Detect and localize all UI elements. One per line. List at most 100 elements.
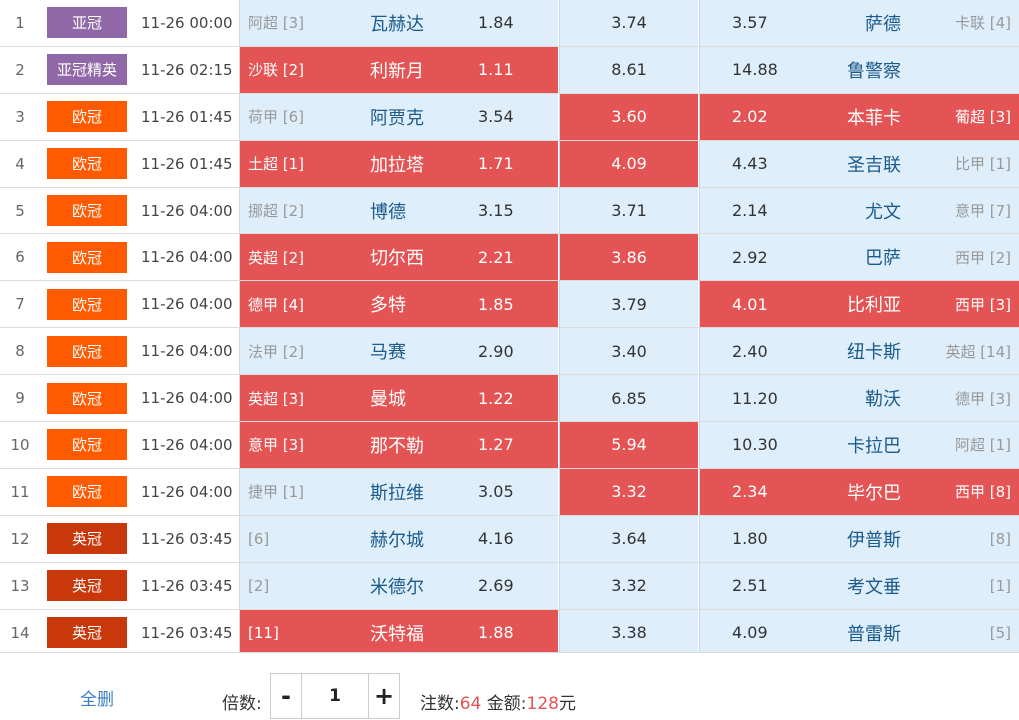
home-rank: 捷甲 [1] [248, 483, 305, 502]
league-badge[interactable]: 欧冠 [47, 382, 127, 414]
draw-option[interactable]: 3.60 [559, 93, 698, 140]
league-badge[interactable]: 欧冠 [47, 241, 127, 273]
league-cell: 欧冠 [46, 469, 128, 515]
plus-button[interactable]: + [373, 682, 395, 710]
draw-option[interactable]: 3.38 [559, 609, 698, 656]
draw-odds: 5.94 [611, 435, 647, 455]
home-odds: 3.54 [478, 107, 514, 127]
league-badge[interactable]: 欧冠 [47, 335, 127, 367]
match-row: 13 英冠 11-26 03:45 [2] 米德尔 2.69 3.32 2.51 考文垂 [1] [0, 562, 1019, 610]
league-badge[interactable]: 欧冠 [47, 429, 127, 461]
away-win-option[interactable]: 14.88 鲁警察 [699, 46, 1019, 93]
home-odds: 2.90 [478, 341, 514, 361]
draw-option[interactable]: 5.94 [559, 422, 698, 468]
home-rank: [2] [248, 576, 270, 595]
home-team: 博德 [370, 201, 406, 223]
home-team: 阿贾克 [370, 107, 424, 129]
away-rank: 卡联 [4] [954, 14, 1011, 33]
home-win-option[interactable]: 英超 [3] 曼城 1.22 [239, 375, 558, 422]
draw-option[interactable]: 3.64 [559, 515, 698, 562]
away-odds: 14.88 [732, 60, 778, 80]
home-odds: 2.69 [478, 576, 514, 596]
league-cell: 英冠 [46, 516, 128, 562]
draw-option[interactable]: 3.86 [559, 234, 698, 281]
away-win-option[interactable]: 2.40 纽卡斯 英超 [14] [699, 328, 1019, 375]
home-win-option[interactable]: 德甲 [4] 多特 1.85 [239, 281, 558, 328]
draw-option[interactable]: 3.32 [559, 562, 698, 609]
home-win-option[interactable]: 阿超 [3] 瓦赫达 1.84 [239, 0, 558, 46]
away-win-option[interactable]: 2.92 巴萨 西甲 [2] [699, 234, 1019, 281]
league-badge[interactable]: 欧冠 [47, 148, 127, 180]
league-badge[interactable]: 欧冠 [47, 101, 127, 133]
away-odds: 4.09 [732, 623, 768, 643]
home-team: 米德尔 [370, 576, 424, 598]
away-win-option[interactable]: 2.02 本菲卡 葡超 [3] [699, 93, 1019, 140]
home-win-option[interactable]: [6] 赫尔城 4.16 [239, 515, 558, 562]
draw-option[interactable]: 3.71 [559, 187, 698, 234]
draw-option[interactable]: 3.32 [559, 468, 698, 515]
league-badge[interactable]: 欧冠 [47, 195, 127, 226]
league-badge[interactable]: 英冠 [47, 617, 127, 649]
away-team: 鲁警察 [847, 60, 901, 82]
away-win-option[interactable]: 3.57 萨德 卡联 [4] [699, 0, 1019, 46]
home-rank: 土超 [1] [248, 155, 305, 174]
bets-count: 64 [459, 694, 482, 714]
match-row: 11 欧冠 11-26 04:00 捷甲 [1] 斯拉维 3.05 3.32 2.34 毕尔巴 西… [0, 468, 1019, 516]
home-win-option[interactable]: 荷甲 [6] 阿贾克 3.54 [239, 93, 558, 140]
home-win-option[interactable]: 法甲 [2] 马赛 2.90 [239, 328, 558, 375]
home-win-option[interactable]: 捷甲 [1] 斯拉维 3.05 [239, 468, 558, 515]
home-win-option[interactable]: 意甲 [3] 那不勒 1.27 [239, 422, 558, 468]
away-win-option[interactable]: 4.01 比利亚 西甲 [3] [699, 281, 1019, 328]
away-win-option[interactable]: 2.14 尤文 意甲 [7] [699, 187, 1019, 234]
row-number: 2 [15, 60, 25, 79]
home-win-option[interactable]: 挪超 [2] 博德 3.15 [239, 187, 558, 234]
home-odds: 1.84 [478, 13, 514, 33]
home-team: 多特 [370, 295, 406, 317]
home-rank: 英超 [2] [248, 248, 305, 267]
draw-option[interactable]: 8.61 [559, 46, 698, 93]
match-row: 2 亚冠精英 11-26 02:15 沙联 [2] 利新月 1.11 8.61 14.88 鲁警… [0, 46, 1019, 94]
away-win-option[interactable]: 4.43 圣吉联 比甲 [1] [699, 140, 1019, 187]
minus-button[interactable]: - [281, 682, 291, 710]
home-win-option[interactable]: [11] 沃特福 1.88 [239, 609, 558, 656]
draw-odds: 3.79 [611, 294, 647, 314]
league-badge[interactable]: 亚冠精英 [47, 54, 127, 86]
draw-option[interactable]: 4.09 [559, 140, 698, 187]
home-win-option[interactable]: 沙联 [2] 利新月 1.11 [239, 46, 558, 93]
draw-option[interactable]: 6.85 [559, 375, 698, 422]
league-badge[interactable]: 欧冠 [47, 288, 127, 320]
clear-all-link[interactable]: 全删 [80, 690, 114, 710]
row-number: 6 [15, 248, 25, 267]
home-win-option[interactable]: 英超 [2] 切尔西 2.21 [239, 234, 558, 281]
match-time: 11-26 03:45 [141, 576, 233, 595]
league-cell: 欧冠 [46, 94, 128, 140]
draw-option[interactable]: 3.79 [559, 281, 698, 328]
draw-option[interactable]: 3.40 [559, 328, 698, 375]
draw-odds: 8.61 [611, 60, 647, 80]
league-badge[interactable]: 英冠 [47, 523, 127, 555]
league-badge[interactable]: 英冠 [47, 570, 127, 602]
multiplier-label: 倍数: [222, 694, 262, 714]
league-badge[interactable]: 欧冠 [47, 476, 127, 508]
row-number: 14 [10, 623, 30, 642]
multiplier-input[interactable]: 1 [301, 674, 369, 718]
away-win-option[interactable]: 2.51 考文垂 [1] [699, 562, 1019, 609]
away-win-option[interactable]: 1.80 伊普斯 [8] [699, 515, 1019, 562]
home-win-option[interactable]: 土超 [1] 加拉塔 1.71 [239, 140, 558, 187]
home-rank: 德甲 [4] [248, 295, 305, 314]
away-rank: [5] [989, 623, 1011, 642]
home-rank: [6] [248, 529, 270, 548]
home-team: 曼城 [370, 389, 406, 411]
draw-option[interactable]: 3.74 [559, 0, 698, 46]
league-badge[interactable]: 亚冠 [47, 7, 127, 39]
away-win-option[interactable]: 11.20 勒沃 德甲 [3] [699, 375, 1019, 422]
league-cell: 英冠 [46, 563, 128, 609]
away-rank: 西甲 [2] [954, 248, 1011, 267]
away-win-option[interactable]: 4.09 普雷斯 [5] [699, 609, 1019, 656]
multiplier-stepper: - 1 + [270, 673, 400, 719]
row-number: 8 [15, 342, 25, 361]
away-win-option[interactable]: 10.30 卡拉巴 阿超 [1] [699, 422, 1019, 468]
away-win-option[interactable]: 2.34 毕尔巴 西甲 [8] [699, 468, 1019, 515]
home-team: 马赛 [370, 342, 406, 364]
home-win-option[interactable]: [2] 米德尔 2.69 [239, 562, 558, 609]
